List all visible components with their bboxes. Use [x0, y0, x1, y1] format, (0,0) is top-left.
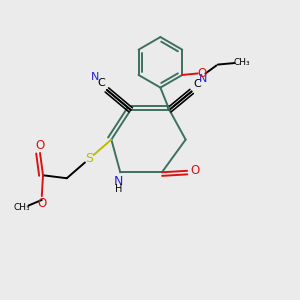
Text: O: O [197, 67, 206, 80]
Text: N: N [199, 74, 208, 84]
Text: C: C [193, 79, 201, 89]
Text: S: S [85, 152, 93, 165]
Text: CH₃: CH₃ [14, 203, 30, 212]
Text: N: N [114, 175, 124, 188]
Text: H: H [115, 184, 122, 194]
Text: CH₃: CH₃ [233, 58, 250, 67]
Text: O: O [37, 197, 46, 210]
Text: O: O [190, 164, 199, 177]
Text: O: O [35, 139, 45, 152]
Text: C: C [97, 78, 105, 88]
Text: N: N [91, 72, 99, 82]
